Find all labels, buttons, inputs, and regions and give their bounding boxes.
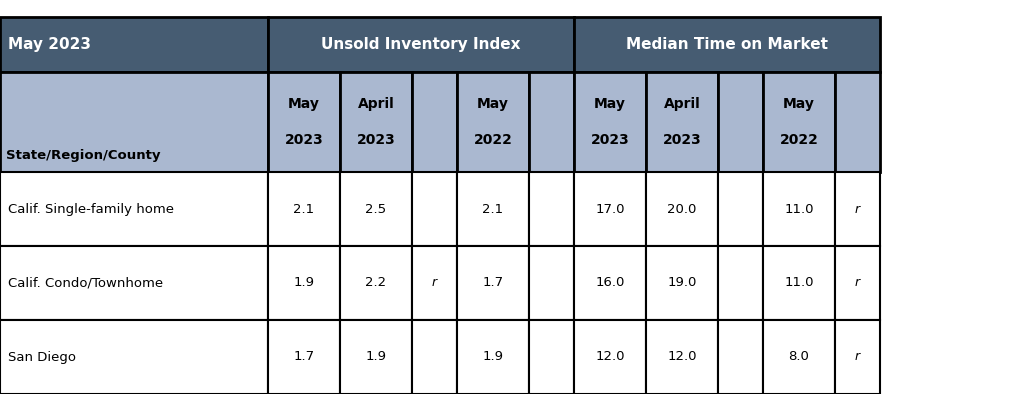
Bar [412, 72, 457, 172]
Bar [763, 320, 835, 394]
Bar [340, 172, 412, 246]
Text: 1.9: 1.9 [293, 277, 315, 290]
Bar [457, 72, 529, 172]
Text: San Diego: San Diego [8, 351, 76, 364]
Bar [412, 246, 457, 320]
Text: Calif. Condo/Townhome: Calif. Condo/Townhome [8, 277, 163, 290]
Bar [457, 320, 529, 394]
Text: May: May [594, 97, 626, 111]
Bar [646, 72, 718, 172]
Text: May: May [477, 97, 509, 111]
Bar [763, 172, 835, 246]
Bar [763, 246, 835, 320]
Text: r: r [855, 203, 860, 216]
Text: 2023: 2023 [356, 133, 396, 147]
Bar [574, 320, 646, 394]
Text: 1.9: 1.9 [482, 351, 503, 364]
Text: 12.0: 12.0 [667, 351, 696, 364]
Bar [574, 72, 646, 172]
Bar [0, 246, 268, 320]
Bar [646, 320, 718, 394]
Text: 11.0: 11.0 [785, 277, 814, 290]
Bar [529, 172, 574, 246]
Bar [0, 17, 268, 72]
Text: 2.1: 2.1 [293, 203, 315, 216]
Text: May: May [783, 97, 815, 111]
Bar [340, 246, 412, 320]
Text: r: r [432, 277, 437, 290]
Bar [0, 320, 268, 394]
Bar [835, 172, 880, 246]
Text: 1.7: 1.7 [482, 277, 503, 290]
Text: April: April [357, 97, 395, 111]
Bar [763, 72, 835, 172]
Bar [268, 17, 574, 72]
Bar [574, 172, 646, 246]
Bar [646, 246, 718, 320]
Bar [574, 246, 646, 320]
Text: State/Region/County: State/Region/County [6, 149, 160, 162]
Bar [340, 320, 412, 394]
Bar [457, 172, 529, 246]
Text: 2023: 2023 [591, 133, 629, 147]
Bar [268, 72, 340, 172]
Bar [835, 320, 880, 394]
Bar [412, 172, 457, 246]
Bar [412, 320, 457, 394]
Text: 2022: 2022 [474, 133, 513, 147]
Bar [835, 72, 880, 172]
Bar [268, 246, 340, 320]
Bar [646, 172, 718, 246]
Bar [529, 246, 574, 320]
Bar [718, 320, 763, 394]
Text: 19.0: 19.0 [667, 277, 696, 290]
Text: r: r [855, 277, 860, 290]
Text: 1.7: 1.7 [293, 351, 315, 364]
Text: Unsold Inventory Index: Unsold Inventory Index [322, 37, 521, 52]
Bar [718, 172, 763, 246]
Text: Calif. Single-family home: Calif. Single-family home [8, 203, 174, 216]
Bar [529, 72, 574, 172]
Text: 8.0: 8.0 [789, 351, 809, 364]
Text: 2022: 2022 [780, 133, 818, 147]
Text: Median Time on Market: Median Time on Market [626, 37, 828, 52]
Text: 17.0: 17.0 [595, 203, 625, 216]
Bar [268, 172, 340, 246]
Text: 1.9: 1.9 [365, 351, 387, 364]
Text: 2.1: 2.1 [482, 203, 503, 216]
Text: 2.5: 2.5 [365, 203, 387, 216]
Bar [574, 17, 880, 72]
Text: 2.2: 2.2 [365, 277, 387, 290]
Text: 2023: 2023 [284, 133, 324, 147]
Text: 12.0: 12.0 [595, 351, 625, 364]
Text: May 2023: May 2023 [8, 37, 91, 52]
Bar [0, 0, 268, 17]
Bar [718, 72, 763, 172]
Text: 2023: 2023 [663, 133, 701, 147]
Text: r: r [855, 351, 860, 364]
Bar [835, 246, 880, 320]
Bar [457, 246, 529, 320]
Text: May: May [288, 97, 320, 111]
Bar [718, 246, 763, 320]
Text: 11.0: 11.0 [785, 203, 814, 216]
Bar [529, 320, 574, 394]
Text: 20.0: 20.0 [667, 203, 696, 216]
Bar [0, 172, 268, 246]
Bar [340, 72, 412, 172]
Bar [0, 72, 268, 172]
Text: 16.0: 16.0 [596, 277, 624, 290]
Text: April: April [664, 97, 700, 111]
Bar [268, 320, 340, 394]
